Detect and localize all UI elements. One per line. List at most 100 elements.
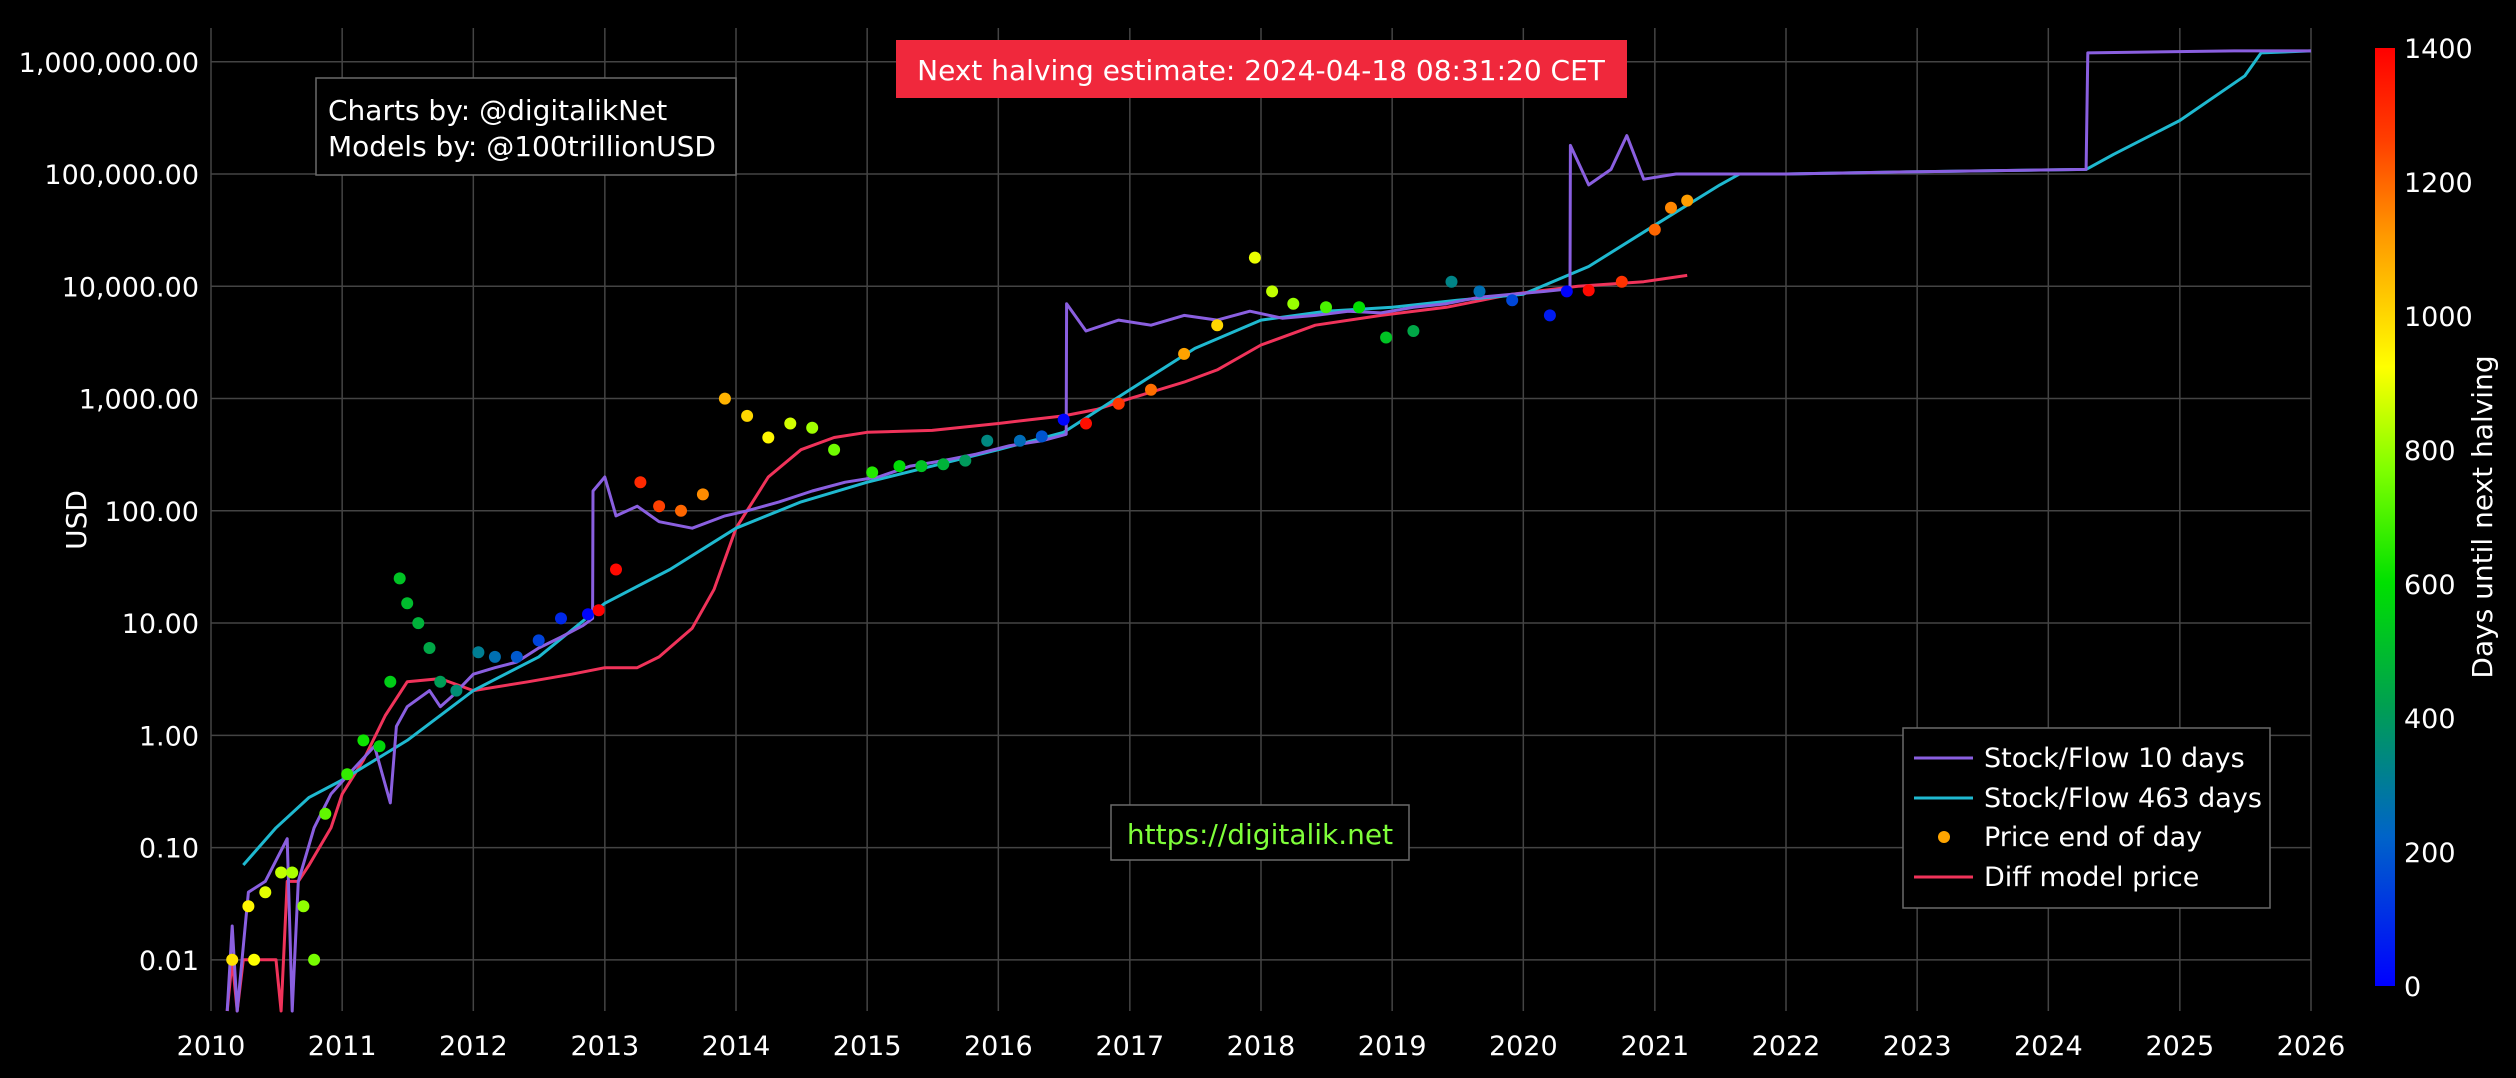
price-point-34 <box>784 417 797 430</box>
y-tick-label-6: 10,000.00 <box>62 272 199 303</box>
x-tick-label-2012: 2012 <box>439 1031 508 1062</box>
colorbar: 0 200 400 600 800 1000 1200 1400 Days until nex… <box>2375 34 2499 1003</box>
colorbar-tick-label-400: 400 <box>2404 704 2456 735</box>
price-point-22 <box>532 634 545 647</box>
colorbar-tick-label-200: 200 <box>2404 838 2456 869</box>
y-tick-label-1: 0.10 <box>139 834 199 865</box>
price-point-0 <box>226 953 239 966</box>
y-tick-label-3: 10.00 <box>122 609 199 640</box>
price-point-21 <box>510 650 523 663</box>
price-point-49 <box>1178 347 1191 360</box>
price-point-29 <box>675 504 687 517</box>
price-point-61 <box>1543 309 1556 322</box>
price-point-18 <box>450 684 463 697</box>
price-point-24 <box>582 608 594 621</box>
price-point-11 <box>373 740 386 753</box>
price-point-8 <box>319 807 332 820</box>
website-box: https://digitalik.net <box>1110 804 1410 861</box>
price-point-20 <box>488 650 501 663</box>
x-tick-label-2015: 2015 <box>833 1031 902 1062</box>
price-point-42 <box>981 434 994 447</box>
x-tick-label-2020: 2020 <box>1489 1031 1558 1062</box>
x-tick-label-2025: 2025 <box>2145 1031 2214 1062</box>
price-point-37 <box>866 466 879 479</box>
y-tick-label-5: 1,000.00 <box>79 385 199 416</box>
price-point-3 <box>259 886 272 899</box>
x-tick-label-2024: 2024 <box>2014 1031 2083 1062</box>
price-point-39 <box>915 460 928 473</box>
price-point-44 <box>1035 430 1048 443</box>
price-point-63 <box>1582 284 1595 297</box>
price-point-45 <box>1057 413 1070 426</box>
price-point-41 <box>959 454 972 467</box>
price-point-54 <box>1320 301 1332 314</box>
halving-banner-text: Next halving estimate: 2024-04-18 08:31:… <box>917 54 1606 87</box>
price-point-15 <box>412 617 425 630</box>
x-tick-label-2022: 2022 <box>1752 1031 1821 1062</box>
legend-label-diff-model: Diff model price <box>1984 862 2199 893</box>
x-tick-label-2017: 2017 <box>1095 1031 1164 1062</box>
price-point-26 <box>610 563 622 576</box>
price-point-2 <box>248 953 261 966</box>
price-point-1 <box>242 900 255 913</box>
price-point-47 <box>1112 397 1125 410</box>
price-point-10 <box>357 734 370 747</box>
x-tick-label-2011: 2011 <box>308 1031 377 1062</box>
x-axis-ticks: 2010 2011 2012 2013 2014 2015 2016 2017 2018 2019… <box>177 1031 2346 1062</box>
price-point-31 <box>718 392 731 405</box>
legend: Stock/Flow 10 days Stock/Flow 463 days P… <box>1902 727 2271 909</box>
y-tick-label-2: 1.00 <box>139 721 199 752</box>
price-point-33 <box>762 431 775 444</box>
price-point-51 <box>1248 251 1261 264</box>
colorbar-tick-label-1200: 1200 <box>2404 168 2473 199</box>
price-point-5 <box>286 866 299 879</box>
x-tick-label-2013: 2013 <box>570 1031 639 1062</box>
series <box>225 49 2312 1013</box>
credits-charts-by: Charts by: @digitalikNet <box>328 94 667 127</box>
legend-label-stock-flow-463: Stock/Flow 463 days <box>1984 783 2262 814</box>
price-point-25 <box>592 604 605 617</box>
x-tick-label-2019: 2019 <box>1358 1031 1427 1062</box>
price-point-23 <box>555 612 567 625</box>
colorbar-ticks: 0 200 400 600 800 1000 1200 1400 <box>2404 34 2473 1003</box>
price-point-53 <box>1287 297 1300 310</box>
price-point-40 <box>937 458 950 471</box>
price-point-7 <box>308 953 321 966</box>
colorbar-gradient <box>2375 48 2395 986</box>
price-point-67 <box>1681 194 1694 207</box>
y-tick-label-4: 100.00 <box>105 497 199 528</box>
x-tick-label-2026: 2026 <box>2277 1031 2346 1062</box>
y-tick-label-7: 100,000.00 <box>44 160 199 191</box>
x-tick-label-2021: 2021 <box>1620 1031 1689 1062</box>
colorbar-tick-label-600: 600 <box>2404 570 2456 601</box>
price-point-16 <box>423 642 436 654</box>
y-axis-title: USD <box>60 490 93 550</box>
credits-models-by: Models by: @100trillionUSD <box>328 130 716 163</box>
price-point-66 <box>1665 201 1677 214</box>
x-tick-label-2023: 2023 <box>1883 1031 1952 1062</box>
price-point-28 <box>653 500 666 513</box>
price-point-57 <box>1407 325 1420 337</box>
price-point-13 <box>393 572 406 585</box>
price-point-52 <box>1266 285 1279 298</box>
price-point-12 <box>384 675 397 688</box>
price-point-9 <box>341 768 354 781</box>
price-point-50 <box>1211 319 1224 332</box>
price-point-36 <box>828 443 841 456</box>
price-point-30 <box>696 488 709 501</box>
colorbar-tick-label-0: 0 <box>2404 972 2421 1003</box>
x-tick-label-2018: 2018 <box>1227 1031 1296 1062</box>
price-point-38 <box>893 460 906 473</box>
x-tick-label-2014: 2014 <box>702 1031 771 1062</box>
credits-box: Charts by: @digitalikNet Models by: @100… <box>315 77 737 176</box>
colorbar-tick-label-1400: 1400 <box>2404 34 2473 65</box>
x-tick-label-2016: 2016 <box>964 1031 1033 1062</box>
legend-label-price: Price end of day <box>1984 822 2202 853</box>
website-link[interactable]: https://digitalik.net <box>1127 818 1393 851</box>
price-point-59 <box>1473 285 1486 298</box>
price-point-48 <box>1145 383 1157 396</box>
y-tick-label-0: 0.01 <box>139 946 199 977</box>
legend-swatch-price <box>1938 831 1950 843</box>
price-point-46 <box>1080 417 1092 430</box>
